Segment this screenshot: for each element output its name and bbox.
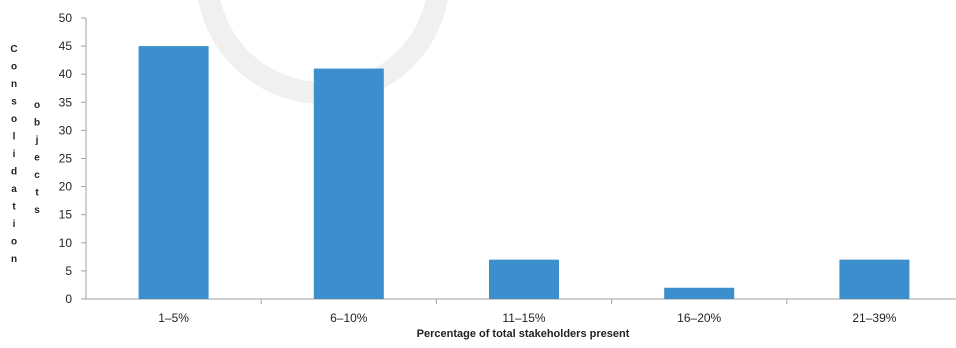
axes [85,18,956,300]
y-axis-title-char: o [34,100,40,111]
y-axis-title-char: j [35,135,39,146]
y-axis-title-char: C [10,44,17,55]
y-tick-label: 5 [65,264,72,278]
y-axis-title-char: a [11,184,17,195]
y-axis-title-char: i [13,219,16,230]
x-axis-ticks: 1–5% 6–10% 11–15% 16–20% 21–39% [158,299,897,325]
x-axis-title: Percentage of total stakeholders present [417,328,630,340]
y-tick-label: 15 [59,208,73,222]
y-tick-label: 45 [59,39,73,53]
bar [839,259,910,299]
x-tick-label: 11–15% [502,311,545,325]
x-tick-label: 1–5% [158,311,189,325]
y-axis-title-char: i [13,149,16,160]
y-axis-title-char: c [34,170,40,181]
y-axis-title-char: s [11,97,17,108]
y-axis-title-char: t [35,188,39,199]
y-tick-label: 40 [59,67,73,81]
y-axis-title-char: l [13,132,16,143]
y-axis-ticks: 0 5 10 15 20 25 30 35 40 45 50 [59,11,86,306]
y-tick-label: 35 [59,95,73,109]
y-tick-label: 30 [59,123,73,137]
x-tick-label: 6–10% [330,311,368,325]
y-tick-label: 0 [65,292,72,306]
x-tick-label: 16–20% [677,311,721,325]
y-tick-label: 10 [59,236,73,250]
y-axis-title-char: n [11,254,17,265]
y-axis-title-char: e [34,153,40,164]
y-axis-title-char: o [11,237,17,248]
y-axis-title-char: b [34,118,40,129]
y-tick-label: 50 [59,11,73,25]
y-axis-title-char: t [12,202,16,213]
y-axis-title-char: s [34,205,40,216]
y-axis-title-char: o [11,62,17,73]
bar [489,259,559,299]
y-tick-label: 20 [59,180,73,194]
bar [664,287,735,299]
y-axis-title-char: d [11,167,17,178]
y-axis-title-char: o [11,114,17,125]
x-tick-label: 21–39% [852,311,896,325]
bar [313,68,384,299]
y-tick-label: 25 [59,152,73,166]
bars [138,46,910,299]
bar [138,46,209,299]
y-axis-title-char: n [11,79,17,90]
